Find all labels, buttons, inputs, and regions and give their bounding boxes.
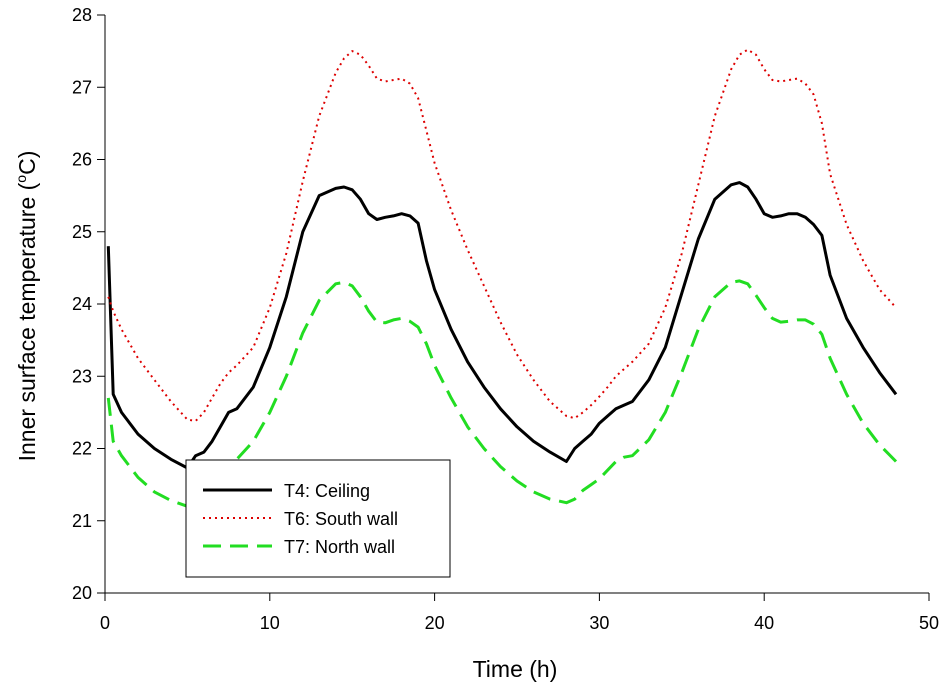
x-axis-title: Time (h) (473, 656, 558, 682)
y-tick-label: 23 (72, 366, 92, 386)
x-tick-label: 40 (754, 613, 774, 633)
y-axis-title-main: Inner surface temperature ( (14, 182, 40, 461)
tick-labels-group: 0 10 20 30 40 50 20 21 22 23 24 25 26 27 28 (72, 5, 939, 633)
y-tick-label: 25 (72, 222, 92, 242)
axes-group (97, 14, 930, 601)
legend-label-north-wall: T7: North wall (284, 537, 395, 557)
y-tick-label: 26 (72, 150, 92, 170)
y-tick-label: 20 (72, 583, 92, 603)
x-tick-label: 30 (589, 613, 609, 633)
y-tick-label: 28 (72, 5, 92, 25)
legend: T4: Ceiling T6: South wall T7: North wal… (185, 459, 451, 578)
legend-box (185, 459, 451, 578)
legend-label-south-wall: T6: South wall (284, 509, 398, 529)
y-tick-label: 21 (72, 511, 92, 531)
y-axis-title-unit: C) (14, 151, 40, 175)
y-axis-title-superscript: o (13, 175, 29, 183)
y-tick-label: 22 (72, 439, 92, 459)
x-tick-label: 0 (100, 613, 110, 633)
x-tick-label: 20 (425, 613, 445, 633)
plot-series-group (106, 48, 898, 508)
y-tick-label: 27 (72, 77, 92, 97)
y-tick-label: 24 (72, 294, 92, 314)
y-axis-title: Inner surface temperature (oC) (13, 151, 40, 462)
legend-label-ceiling: T4: Ceiling (284, 481, 370, 501)
x-tick-label: 50 (919, 613, 939, 633)
x-tick-label: 10 (260, 613, 280, 633)
series-line-t7-north-wall (106, 279, 898, 508)
series-line-t4-ceiling (106, 181, 898, 470)
